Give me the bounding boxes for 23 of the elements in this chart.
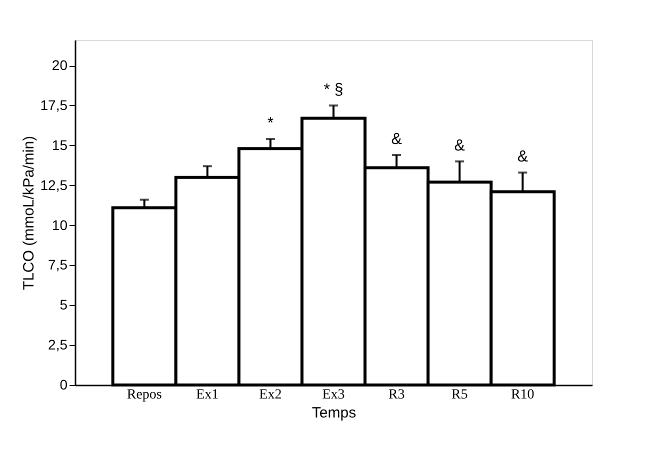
y-tick-label: 0 bbox=[60, 376, 68, 392]
x-axis-title: Temps bbox=[312, 404, 356, 422]
y-axis-title: TLCO (mmoL/kPa/min) bbox=[20, 136, 38, 290]
x-tick-label: R3 bbox=[388, 388, 405, 402]
y-tick-label: 2,5 bbox=[48, 336, 68, 353]
y-tick-label: 17,5 bbox=[40, 96, 68, 113]
x-tick-label: Ex3 bbox=[322, 388, 345, 402]
annotation: & bbox=[454, 137, 466, 154]
x-tick-label: Ex2 bbox=[259, 388, 282, 402]
y-tick-label: 10 bbox=[52, 216, 68, 233]
y-tick-label: 15 bbox=[52, 136, 68, 153]
y-tick-label: 5 bbox=[60, 296, 68, 313]
x-tick-label: R5 bbox=[451, 388, 468, 402]
annotation: & bbox=[517, 148, 528, 166]
y-tick-label: 20 bbox=[52, 57, 68, 74]
x-tick-label: Ex1 bbox=[196, 388, 219, 402]
annotation: * § bbox=[324, 81, 344, 98]
annotation: * bbox=[267, 115, 274, 132]
y-tick-label: 7,5 bbox=[48, 256, 68, 273]
annotation: & bbox=[391, 131, 402, 148]
x-tick-label: R10 bbox=[510, 388, 534, 402]
y-tick-label: 12,5 bbox=[40, 176, 68, 193]
x-tick-label: Repos bbox=[126, 388, 162, 402]
